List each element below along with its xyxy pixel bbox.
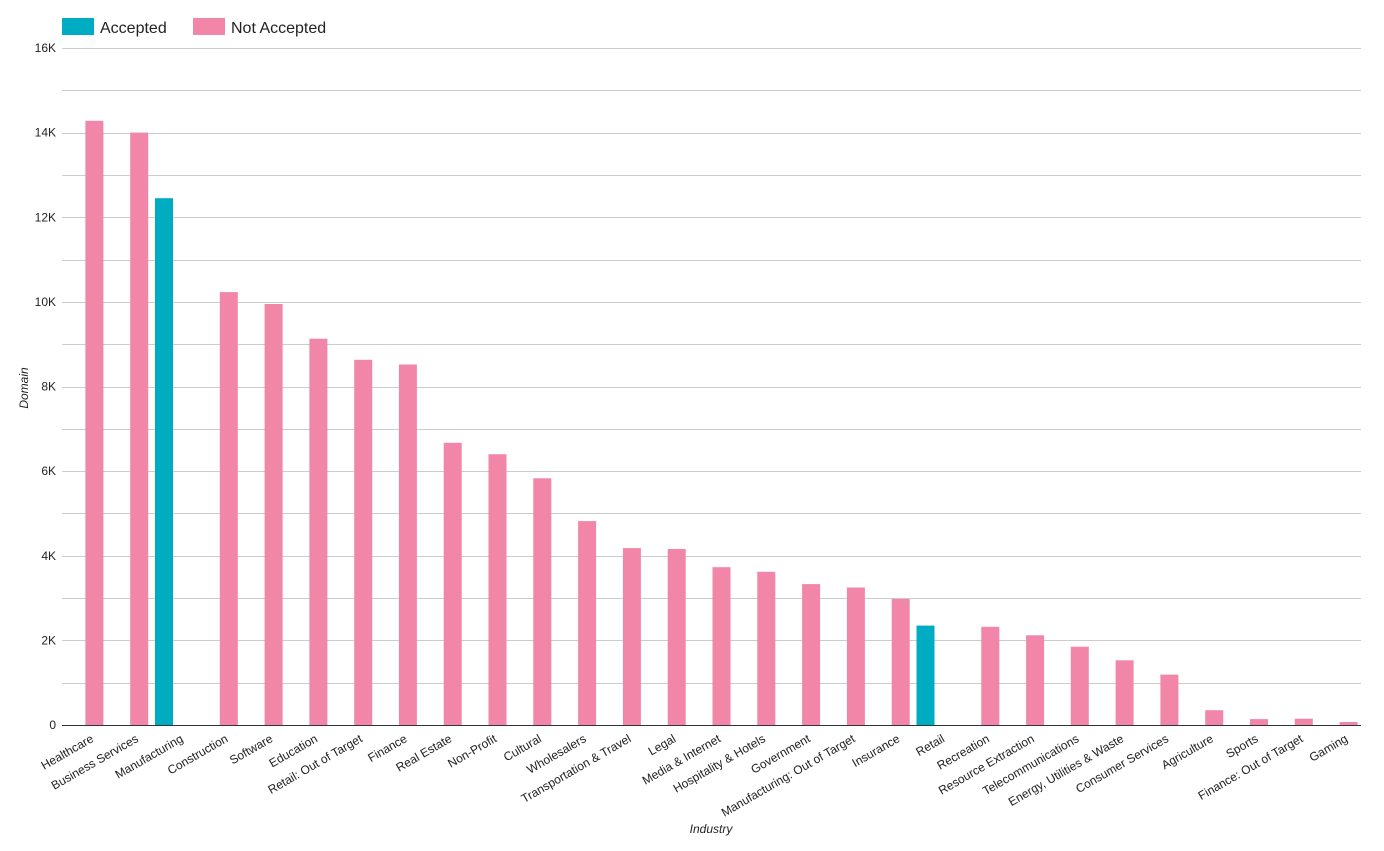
y-tick-label: 2K [41,633,56,647]
grid-lines [62,48,1361,726]
bar-not-accepted [1205,710,1224,725]
y-tick-label: 16K [35,41,56,55]
bar-not-accepted [1070,646,1089,725]
bar-not-accepted [219,292,238,725]
bar-not-accepted [85,120,104,726]
bar-not-accepted [1026,635,1045,725]
bar-not-accepted [1294,718,1313,725]
bar-not-accepted [533,478,552,725]
x-axis-title: Industry [690,822,734,836]
x-tick-label: Agriculture [1159,731,1216,772]
y-tick-label: 14K [35,126,56,140]
bar-not-accepted [398,364,417,725]
bar-not-accepted [354,359,373,725]
bar-not-accepted [981,626,1000,725]
bar-not-accepted [846,587,865,725]
bar-not-accepted [622,548,641,725]
y-tick-label: 10K [35,295,56,309]
bar-not-accepted [1339,722,1358,725]
x-tick-label: Retail [913,731,947,758]
x-tick-label: Insurance [850,731,903,770]
x-tick-label: Non-Profit [445,731,499,770]
legend-swatch-not-accepted [193,18,225,35]
y-axis-title: Domain [17,367,31,409]
bar-not-accepted [667,549,686,725]
bar-not-accepted [891,598,910,725]
bar-not-accepted [309,338,328,725]
bar-accepted [155,198,173,725]
chart-legend: Accepted Not Accepted [62,18,326,37]
legend-label: Not Accepted [231,20,326,37]
bar-not-accepted [712,567,731,725]
legend-label: Accepted [100,20,167,37]
y-tick-label: 12K [35,210,56,224]
bar-not-accepted [578,521,597,725]
bar-not-accepted [1250,719,1268,725]
bar-accepted [916,625,935,725]
legend-swatch-accepted [62,18,94,35]
bar-series [85,120,1358,726]
bar-not-accepted [1160,674,1179,725]
y-axis-ticks: 0 2K 4K 6K 8K 10K 12K 14K 16K [35,41,57,732]
y-tick-label: 6K [41,464,56,478]
bar-not-accepted [130,132,149,726]
bar-not-accepted [757,571,776,725]
y-tick-label: 8K [41,380,56,394]
bar-not-accepted [443,442,462,725]
bar-not-accepted [802,584,821,725]
x-tick-label: Legal [646,731,678,758]
y-tick-label: 0 [49,718,56,732]
bar-not-accepted [488,454,507,725]
y-tick-label: 4K [41,549,56,563]
x-tick-label: Gaming [1307,731,1350,764]
bar-not-accepted [1115,660,1134,725]
bar-not-accepted [264,304,283,725]
